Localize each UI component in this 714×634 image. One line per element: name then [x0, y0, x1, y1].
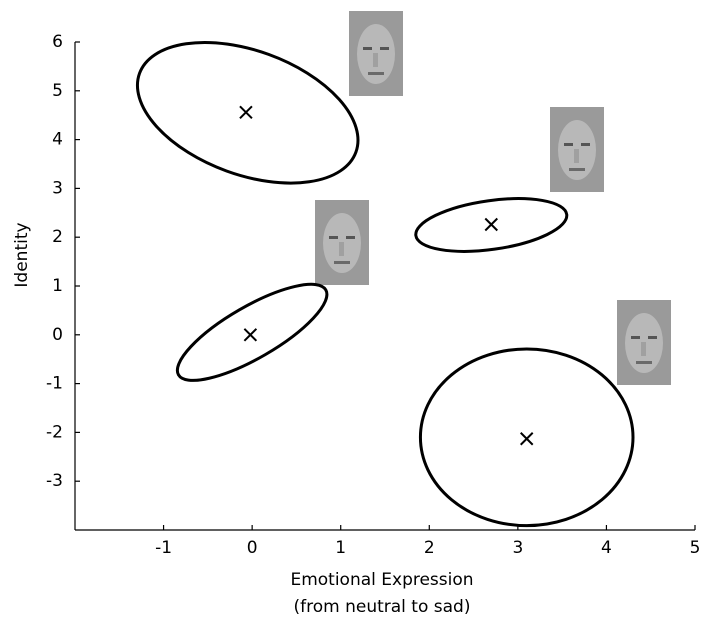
face-image	[315, 200, 369, 285]
ellipse	[414, 197, 569, 253]
ellipse	[175, 282, 329, 382]
x-tick-label: 1	[335, 538, 346, 558]
y-tick-label: 0	[52, 325, 63, 345]
x-axis-label: (from neutral to sad)	[294, 597, 471, 617]
x-tick-label: 0	[247, 538, 258, 558]
y-tick-label: 5	[52, 81, 63, 101]
y-tick-label: -3	[46, 471, 63, 491]
y-axis-label: Identity	[12, 222, 32, 287]
y-tick-label: -2	[46, 422, 63, 442]
cross-marker	[484, 217, 498, 232]
y-tick-label: 1	[52, 276, 63, 296]
x-tick-label: 2	[424, 538, 435, 558]
x-tick-label: 3	[512, 538, 523, 558]
cross-marker	[239, 105, 253, 119]
cross-marker	[520, 432, 534, 446]
face-image	[550, 107, 604, 192]
ellipse	[135, 40, 360, 185]
y-tick-label: 6	[52, 32, 63, 52]
x-tick-label: -1	[155, 538, 172, 558]
y-tick-label: -1	[46, 374, 63, 394]
y-tick-label: 2	[52, 227, 63, 247]
y-tick-label: 3	[52, 178, 63, 198]
cross-marker	[243, 328, 258, 342]
x-tick-label: 4	[601, 538, 612, 558]
y-tick-label: 4	[52, 130, 63, 150]
ellipse	[418, 347, 635, 528]
x-axis-label: Emotional Expression	[290, 570, 473, 590]
x-tick-label: 5	[690, 538, 701, 558]
face-image	[349, 11, 403, 96]
face-image	[617, 300, 671, 385]
